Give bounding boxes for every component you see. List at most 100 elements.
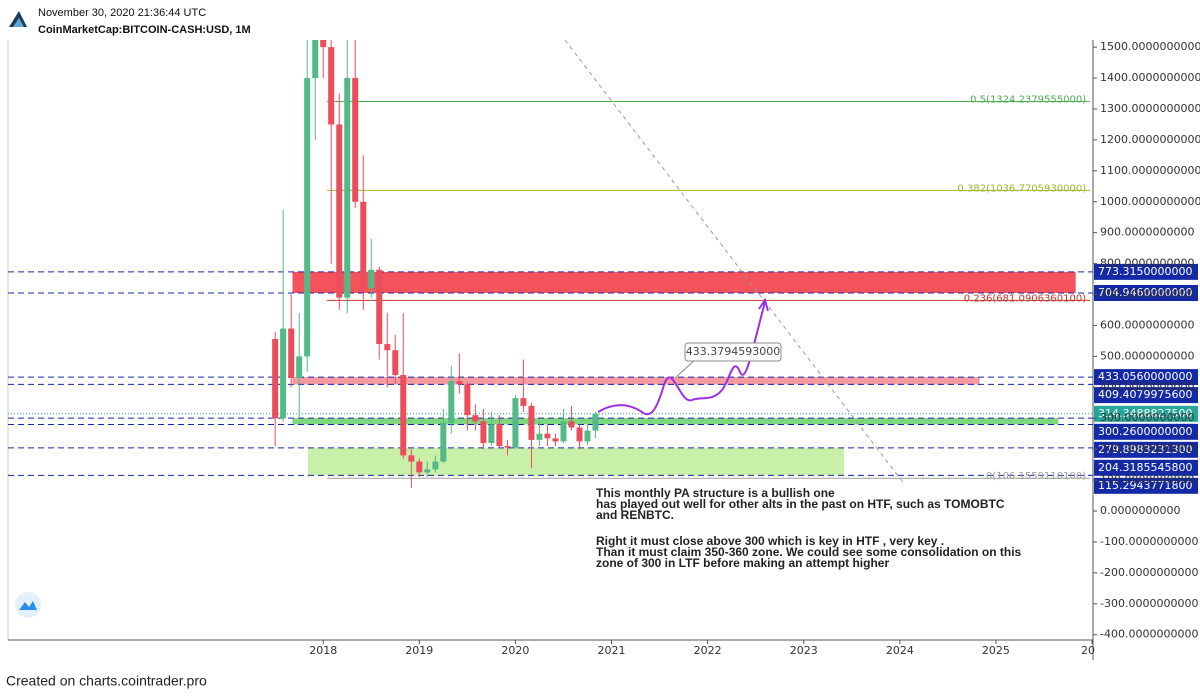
header-date: November 30, 2020 21:36:44 UTC (38, 7, 206, 19)
candle-body (448, 381, 455, 423)
price-label-box (1094, 387, 1198, 404)
y-tick-label: 700.0000000000 (1100, 288, 1194, 301)
candle-body (584, 430, 591, 442)
y-tick-label: 1400.0000000000 (1100, 71, 1200, 84)
y-tick-label: 1300.0000000000 (1100, 102, 1200, 115)
fib-label: 0.5(1324.2379555000) (970, 94, 1086, 105)
note-line: This monthly PA structure is a bullish o… (596, 486, 835, 500)
logo (8, 8, 28, 28)
projection-path (597, 301, 766, 415)
trend-line (564, 39, 906, 486)
candle-body (568, 421, 575, 428)
x-tick-label: 2025 (982, 644, 1010, 657)
price-label: 409.4079975600 (1098, 388, 1192, 401)
candle-body (528, 405, 535, 440)
candle-body (560, 421, 567, 442)
y-tick-label: 900.0000000000 (1100, 226, 1194, 239)
zone (292, 377, 980, 385)
candle-body (520, 398, 527, 406)
header-symbol: CoinMarketCap:BITCOIN-CASH:USD, 1M (38, 24, 251, 36)
candle-body (424, 469, 431, 473)
price-label: 433.0560000000 (1098, 370, 1192, 383)
zone (292, 418, 1059, 425)
price-label: 204.3185545800 (1098, 461, 1192, 474)
price-label: 300.2600000000 (1098, 425, 1192, 438)
fib-label: 0.382(1036.7705930000) (957, 183, 1086, 194)
candle-body (552, 438, 559, 442)
candle-body (464, 384, 471, 416)
candle-body (376, 269, 383, 345)
candle-body (432, 461, 439, 470)
candle-body (592, 413, 599, 431)
footer: Created on charts.cointrader.pro (6, 673, 207, 689)
fib-label: 0(106.1559110100) (986, 471, 1086, 482)
candle-body (544, 433, 551, 439)
candle-body (304, 78, 311, 357)
price-label-box (1094, 423, 1198, 440)
candle-body (416, 461, 423, 473)
zone (292, 271, 1076, 294)
candle-body (296, 356, 303, 379)
zones: 0.5(1324.2379555000) 0.382(1036.770593000… (8, 94, 1093, 482)
candle-body (352, 78, 359, 202)
candle-body (536, 433, 543, 440)
y-tick-label: 1100.0000000000 (1100, 164, 1200, 177)
x-tick-label: 2022 (694, 644, 722, 657)
zone (307, 447, 845, 476)
price-label-box (1094, 441, 1198, 458)
y-tick-label: -400.0000000000 (1100, 628, 1198, 641)
candle-body (488, 424, 495, 443)
candle-body (360, 201, 367, 289)
y-tick-label: 0.0000000000 (1100, 504, 1180, 517)
price-label: 279.8983231300 (1098, 443, 1192, 456)
candle-body (504, 446, 511, 448)
y-tick-label: 500.0000000000 (1100, 349, 1194, 362)
candle-body (440, 422, 447, 462)
note-line: Than it must claim 350-360 zone. We coul… (596, 545, 1022, 559)
price-label-box (1094, 477, 1198, 494)
fib-label: 0.236(681.0906360100) (964, 293, 1086, 304)
candle-body (368, 269, 375, 289)
price-label-box (1094, 369, 1198, 386)
x-tick-label: 20 (1081, 644, 1095, 657)
candle-body (456, 381, 463, 385)
candle-body (384, 344, 391, 351)
callout-box (684, 342, 782, 362)
candle-body (408, 455, 415, 462)
tv-logo (15, 592, 41, 618)
candle-body (496, 424, 503, 447)
note-line: Right it must close above 300 which is k… (596, 534, 944, 548)
y-tick-label: 600.0000000000 (1100, 318, 1194, 331)
y-tick-label: -300.0000000000 (1100, 597, 1198, 610)
callout-text: 433.3794593000 (686, 345, 780, 358)
candle-body (576, 427, 583, 442)
x-tick-label: 2018 (309, 644, 337, 657)
candle-body (400, 374, 407, 456)
x-tick-label: 2021 (598, 644, 626, 657)
price-label: 115.2943771800 (1098, 479, 1192, 492)
y-tick-label: 800.0000000000 (1100, 257, 1194, 270)
y-tick-label: -100.0000000000 (1100, 535, 1198, 548)
price-label-box (1094, 263, 1198, 280)
y-tick-label: 300.0000000000 (1100, 411, 1194, 424)
note-line: zone of 300 in LTF before making an atte… (596, 556, 889, 570)
price-label-box (1094, 405, 1198, 422)
y-tick-label: 100.0000000000 (1100, 473, 1194, 486)
price-label: 314.3488827500 (1098, 407, 1192, 420)
price-label-box (1094, 459, 1198, 476)
price-labels: 773.3150000000 704.9460000000 433.05600000… (1094, 263, 1198, 494)
candle-body (480, 421, 487, 443)
y-tick-label: 1200.0000000000 (1100, 133, 1200, 146)
candle-body (512, 398, 519, 448)
note-line: has played out well for other alts in th… (596, 497, 1005, 511)
y-tick-label: -200.0000000000 (1100, 566, 1198, 579)
candle-body (328, 47, 335, 125)
candle-body (280, 328, 287, 419)
note-line: and RENBTC. (596, 508, 674, 522)
price-label-box (1094, 285, 1198, 302)
x-tick-label: 2019 (405, 644, 433, 657)
candle-body (272, 339, 279, 419)
x-tick-label: 2024 (886, 644, 914, 657)
